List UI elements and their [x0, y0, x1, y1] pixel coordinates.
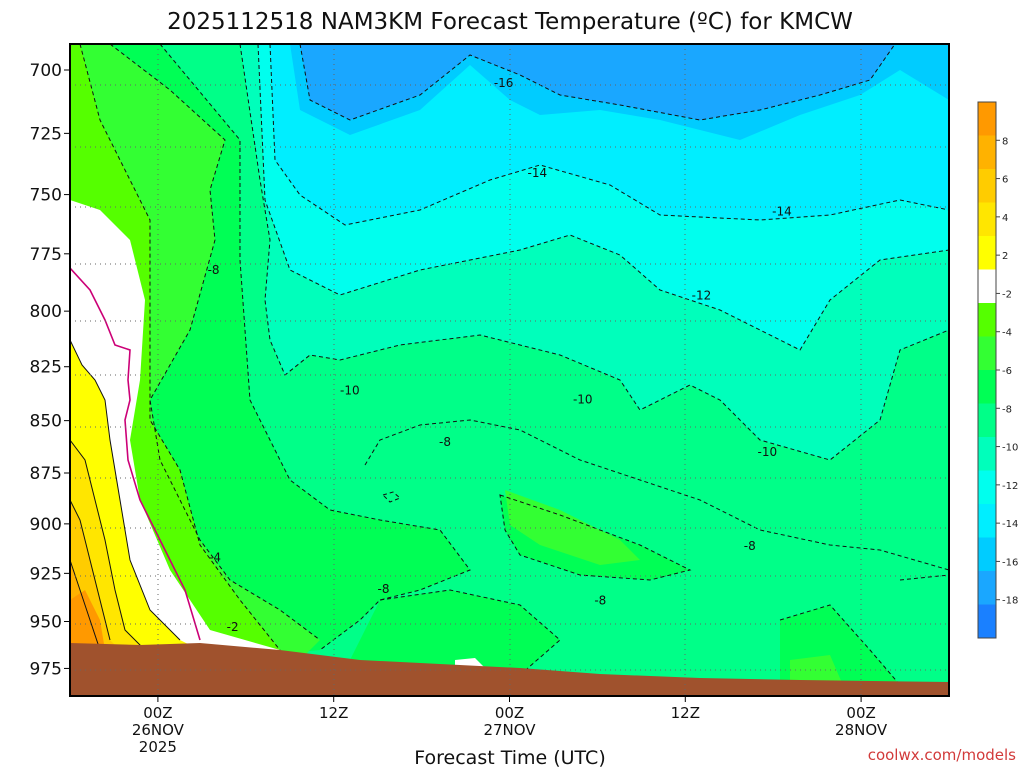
- fill-neg4-neg6-b: [505, 490, 640, 565]
- contour-label: -12: [692, 288, 712, 302]
- x-tick-label: 2025: [139, 738, 177, 756]
- x-tick-label: 27NOV: [483, 721, 536, 739]
- contour-labels: -16 -14 -14 -12 -10 -10 -10 -8 -8 -8 -8 -8 -4 -2: [208, 76, 792, 634]
- y-tick-label: 775: [30, 245, 62, 265]
- y-tick-label: 925: [30, 564, 62, 584]
- contour-label: -8: [439, 435, 451, 449]
- x-tick-label: 12Z: [671, 704, 700, 722]
- colorbar-swatch: [978, 336, 996, 371]
- contour-label: -8: [744, 539, 756, 553]
- colorbar-label: 6: [1002, 175, 1008, 186]
- contour-label: -14: [772, 204, 792, 218]
- fill-pos8-b: [70, 590, 105, 650]
- colorbar-swatch: [978, 269, 996, 304]
- contour-label: -10: [340, 384, 360, 398]
- x-tick-label: 28NOV: [835, 721, 888, 739]
- contour-label: -4: [209, 551, 221, 565]
- colorbar-label: -16: [1002, 557, 1018, 568]
- contour-line-zero: [70, 267, 201, 641]
- y-tick-label: 975: [30, 659, 62, 679]
- colorbar: 8 6 4 2 -2 -4 -6 -8 -10 -12 -14 -16 -18: [977, 101, 1018, 639]
- y-tick-label: 950: [30, 613, 62, 633]
- contour-label: -8: [208, 263, 220, 277]
- x-tick-label: 00Z: [495, 704, 524, 722]
- y-axis: 700 725 750 775 800 825 850 875 900 925 950 975: [30, 61, 70, 679]
- y-tick-label: 850: [30, 412, 62, 432]
- contour-label: -14: [528, 166, 548, 180]
- colorbar-label: -10: [1002, 443, 1018, 454]
- x-axis-title: Forecast Time (UTC): [414, 747, 605, 768]
- contour-label: -10: [758, 445, 778, 459]
- colorbar-label: 8: [1002, 136, 1008, 147]
- colorbar-swatch: [978, 135, 996, 170]
- colorbar-swatch: [978, 403, 996, 438]
- y-tick-label: 875: [30, 464, 62, 484]
- grid: [70, 44, 949, 696]
- y-tick-label: 900: [30, 515, 62, 535]
- y-tick-label: 725: [30, 124, 62, 144]
- fill-neg18: [300, 44, 895, 120]
- colorbar-swatch: [978, 537, 996, 572]
- colorbar-label: -8: [1002, 404, 1012, 415]
- y-tick-label: 825: [30, 358, 62, 378]
- colorbar-swatch: [978, 437, 996, 471]
- colorbar-label: 2: [1002, 251, 1008, 262]
- plot-area: -16 -14 -14 -12 -10 -10 -10 -8 -8 -8 -8 -8 -4 -2: [70, 44, 949, 696]
- colorbar-label: -12: [1002, 481, 1018, 492]
- chart-title: 2025112518 NAM3KM Forecast Temperature (…: [167, 9, 853, 35]
- colorbar-swatch: [978, 571, 996, 605]
- colorbar-swatch: [978, 504, 996, 538]
- x-tick-label: 12Z: [319, 704, 348, 722]
- colorbar-label: -14: [1002, 519, 1018, 530]
- colorbar-label: -2: [1002, 289, 1012, 300]
- colorbar-label: -18: [1002, 596, 1018, 607]
- colorbar-label: 4: [1002, 213, 1008, 224]
- contour-label: -2: [227, 620, 239, 634]
- colorbar-swatch: [978, 236, 996, 270]
- colorbar-swatch: [978, 604, 996, 639]
- colorbar-swatch: [978, 303, 996, 337]
- fill-neg6-neg8-c: [350, 590, 560, 675]
- colorbar-swatch: [978, 470, 996, 505]
- y-tick-label: 750: [30, 186, 62, 206]
- colorbar-label: -4: [1002, 328, 1012, 339]
- colorbar-swatch: [978, 202, 996, 237]
- colorbar-swatch: [978, 102, 996, 136]
- y-tick-label: 700: [30, 61, 62, 81]
- credit-link[interactable]: coolwx.com/models: [868, 746, 1016, 764]
- x-tick-label: 00Z: [846, 704, 875, 722]
- contour-lines-positive: [70, 339, 181, 651]
- contour-lines-negative: [79, 44, 949, 686]
- contour-label: -10: [573, 392, 593, 406]
- x-tick-label: 00Z: [143, 704, 172, 722]
- colorbar-swatch: [978, 370, 996, 404]
- contour-label: -8: [378, 582, 390, 596]
- y-tick-label: 800: [30, 302, 62, 322]
- colorbar-swatch: [978, 169, 996, 203]
- contour-label: -16: [494, 76, 514, 90]
- x-tick-label: 26NOV: [132, 721, 185, 739]
- contour-label: -8: [594, 593, 606, 607]
- colorbar-label: -6: [1002, 366, 1012, 377]
